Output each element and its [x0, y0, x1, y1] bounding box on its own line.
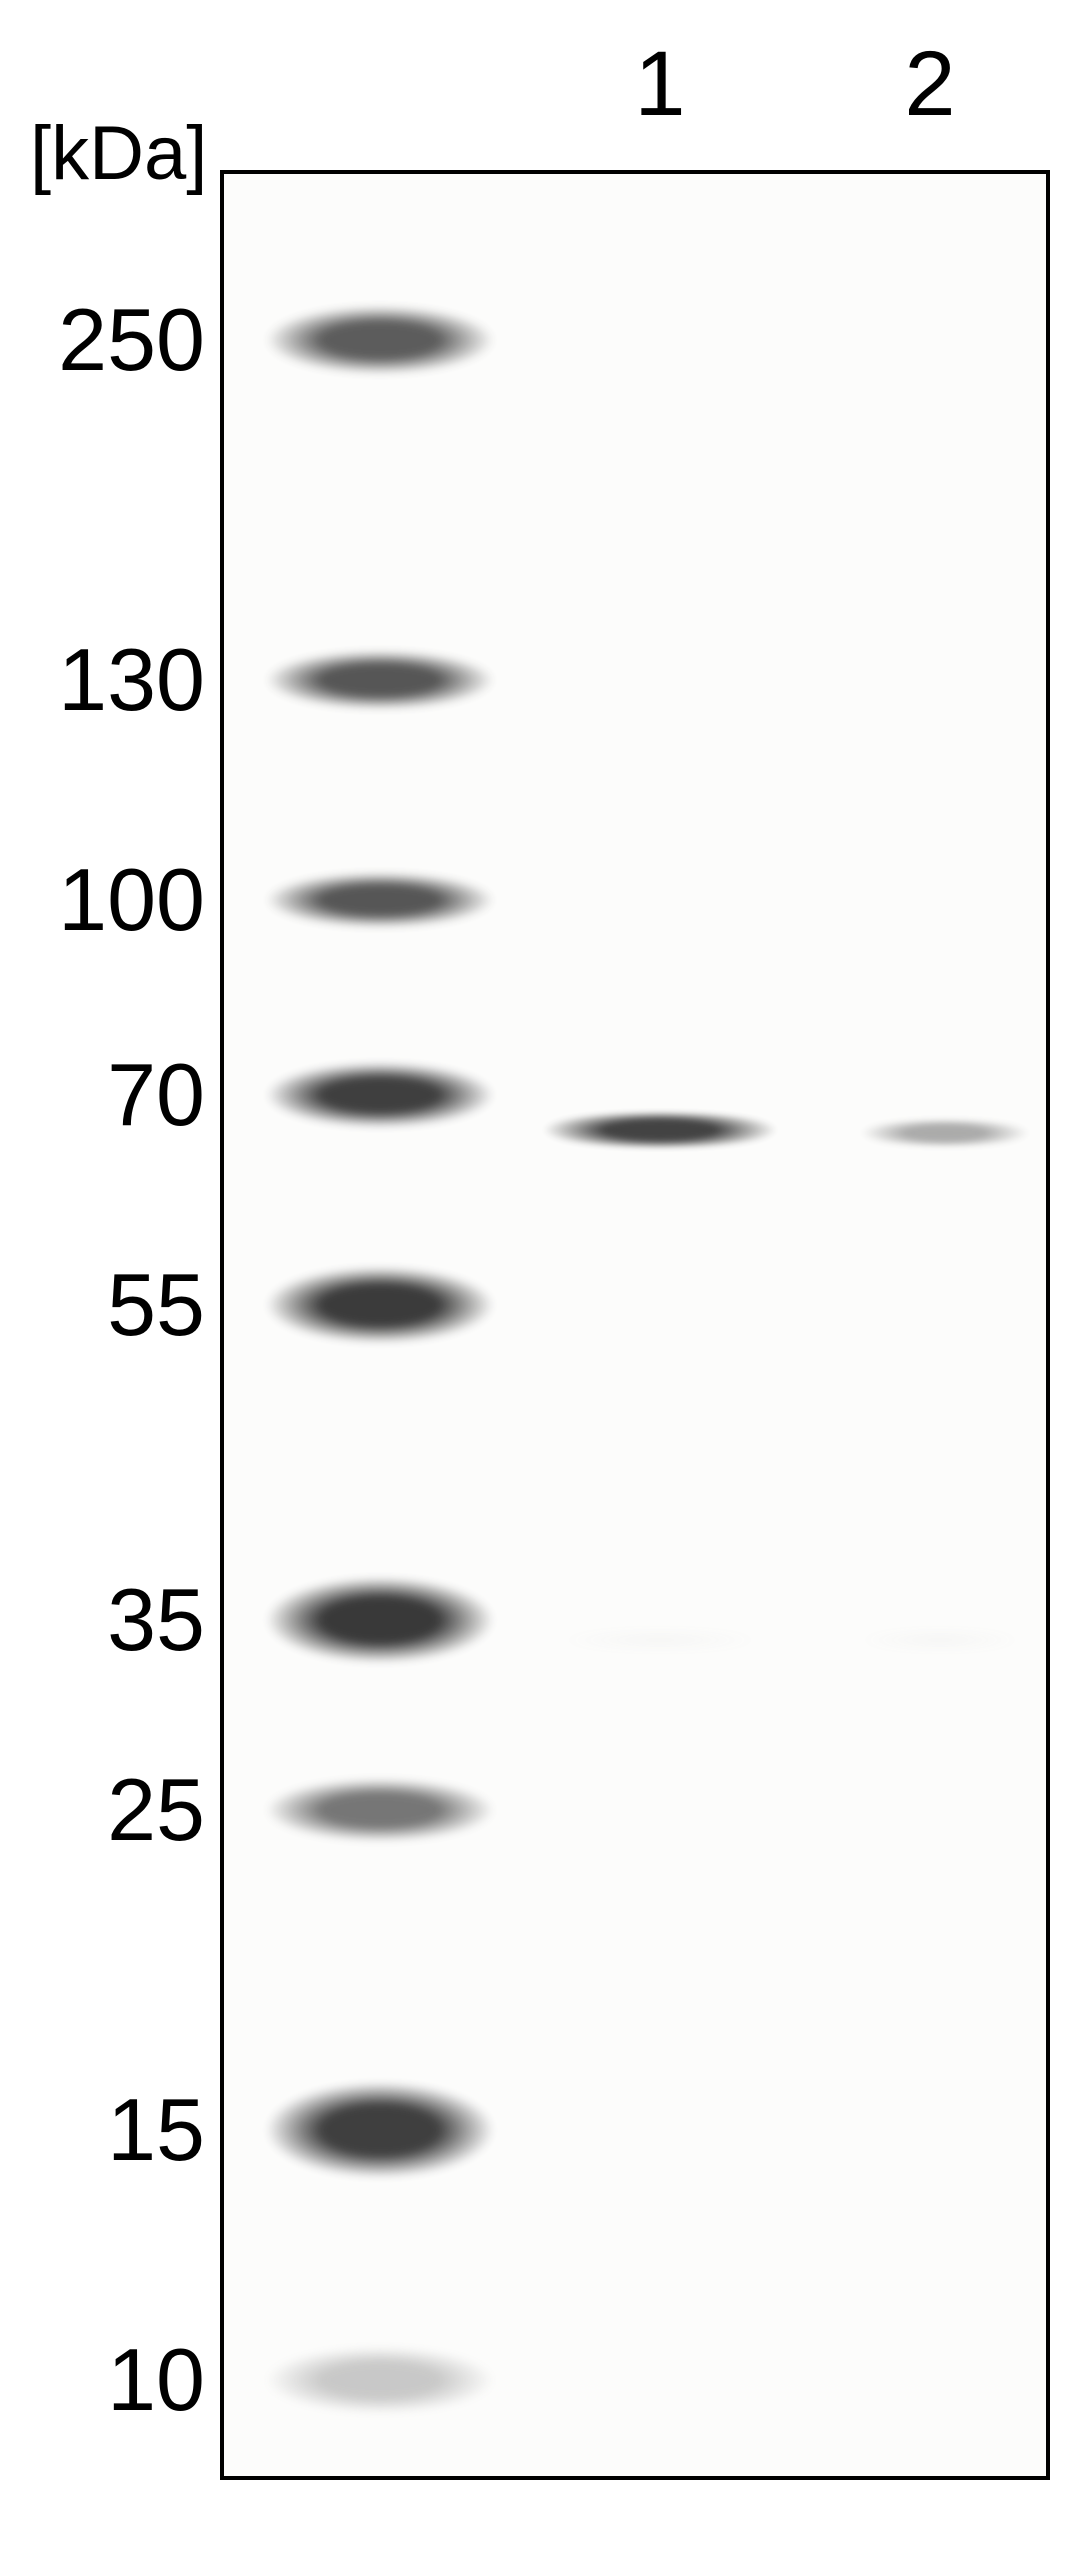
- ladder-band-35: [250, 1575, 510, 1665]
- axis-unit-label: [kDa]: [30, 110, 207, 197]
- mw-label-10: 10: [107, 2329, 205, 2431]
- mw-label-130: 130: [58, 629, 205, 731]
- mw-label-15: 15: [107, 2079, 205, 2181]
- mw-label-35: 35: [107, 1569, 205, 1671]
- smudge-0: [550, 1630, 770, 1650]
- sample-band-lane-1: [535, 1113, 785, 1147]
- smudge-1: [850, 1630, 1030, 1650]
- ladder-band-55: [250, 1265, 510, 1345]
- ladder-band-250: [250, 304, 510, 376]
- ladder-band-25: [250, 1777, 510, 1843]
- mw-label-25: 25: [107, 1759, 205, 1861]
- ladder-band-15: [250, 2080, 510, 2180]
- sample-band-lane-2: [855, 1120, 1035, 1146]
- lane-header-1: 1: [634, 32, 685, 137]
- ladder-band-70: [250, 1061, 510, 1129]
- lane-header-2: 2: [904, 32, 955, 137]
- mw-label-100: 100: [58, 849, 205, 951]
- mw-label-70: 70: [107, 1044, 205, 1146]
- western-blot-figure: [kDa] 1 2 250 130 100 70 55 35 25 15 10: [0, 0, 1080, 2556]
- ladder-band-100: [250, 871, 510, 929]
- mw-label-55: 55: [107, 1254, 205, 1356]
- mw-label-250: 250: [58, 289, 205, 391]
- ladder-band-130: [250, 649, 510, 711]
- ladder-band-10: [250, 2345, 510, 2415]
